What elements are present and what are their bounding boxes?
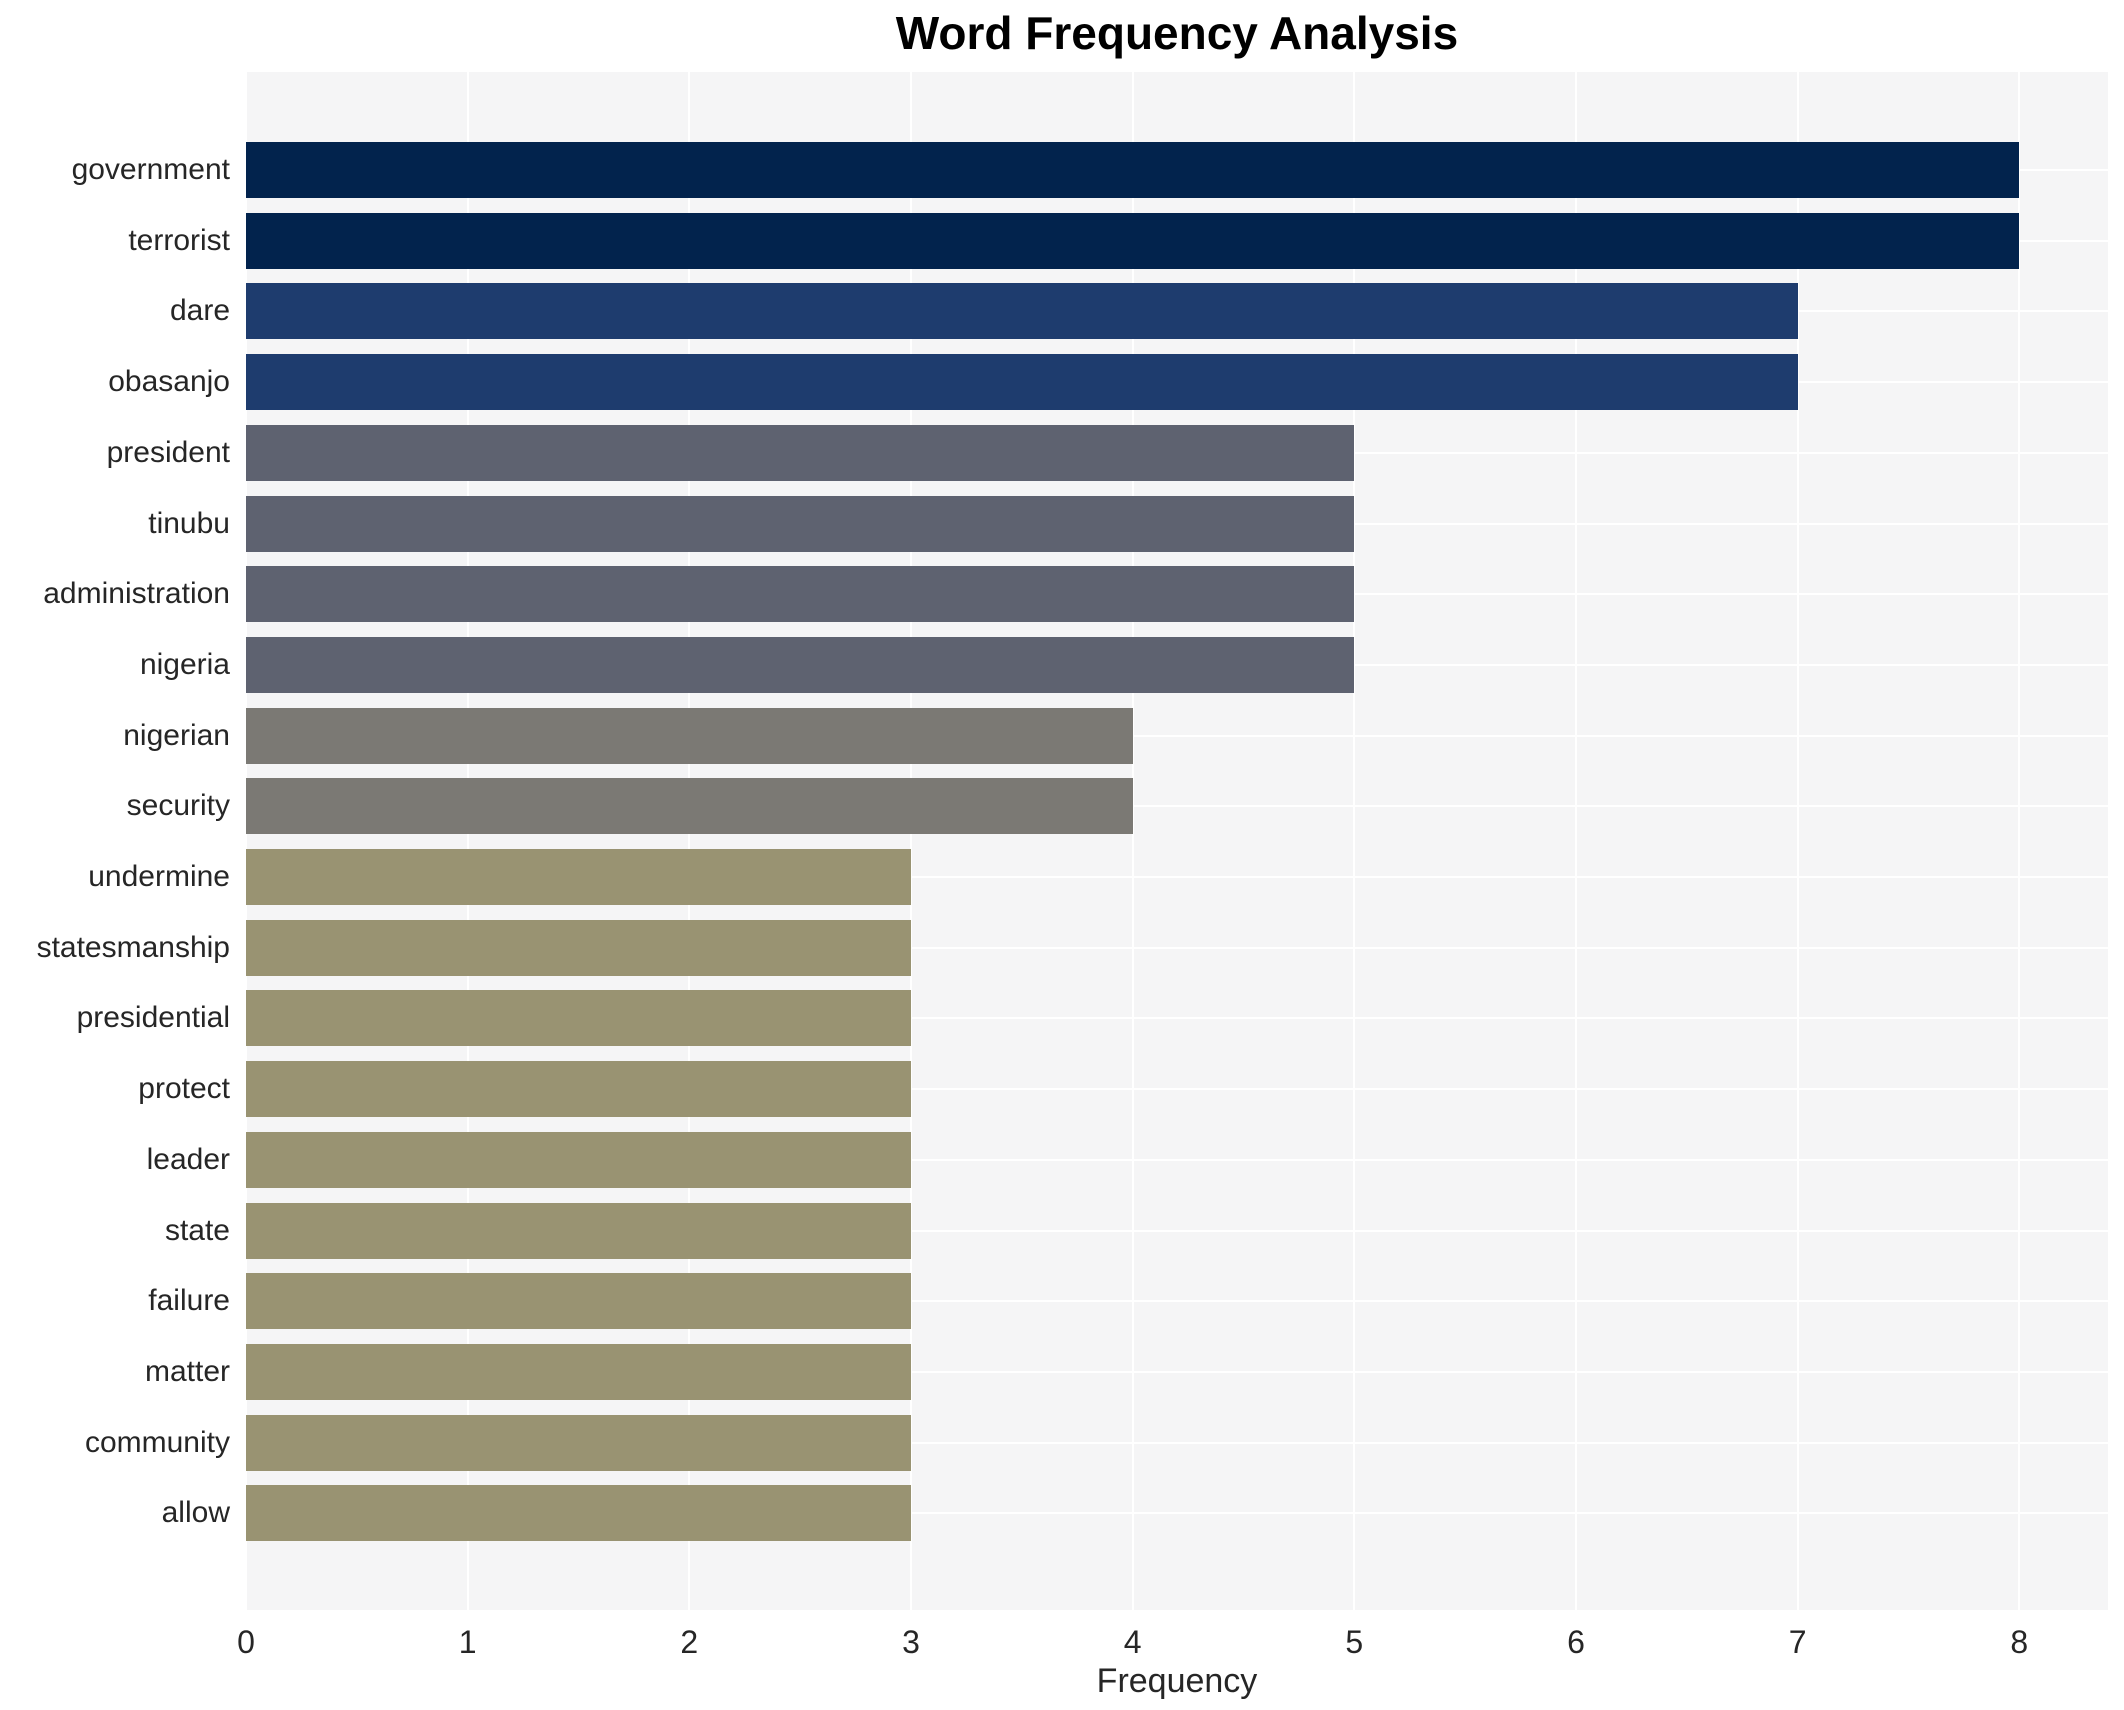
x-tick-label: 1 xyxy=(458,1624,477,1660)
x-tick-label: 2 xyxy=(680,1624,699,1660)
bar-leader xyxy=(246,1131,911,1188)
bar-nigeria xyxy=(246,636,1355,693)
x-axis-label: Frequency xyxy=(1096,1662,1258,1700)
x-axis-ticks: 0 1 2 3 4 5 6 7 8 xyxy=(237,1620,2108,1664)
gridline-horizontal xyxy=(246,1088,2108,1091)
gridline-horizontal xyxy=(246,1441,2108,1444)
gridline-vertical xyxy=(1353,72,1356,1610)
bar-allow xyxy=(246,1485,911,1542)
gridline-horizontal xyxy=(246,1512,2108,1515)
bar-administration xyxy=(246,566,1355,623)
gridline-vertical xyxy=(245,72,247,1610)
y-axis-labels: government terrorist dare obasanjo president… xyxy=(0,72,238,1610)
category-label: protect xyxy=(138,1072,230,1106)
gridline-vertical xyxy=(466,72,469,1610)
category-label: presidential xyxy=(76,1001,230,1035)
bar-security xyxy=(246,778,1133,835)
bar-president xyxy=(246,424,1355,481)
bar-government xyxy=(246,142,2020,198)
category-label: obasanjo xyxy=(108,365,230,399)
bar-protect xyxy=(246,1061,911,1118)
category-label: undermine xyxy=(88,860,230,893)
gridline-horizontal xyxy=(246,1158,2108,1161)
x-tick-label: 5 xyxy=(1345,1624,1364,1660)
gridline-vertical xyxy=(2018,72,2021,1610)
gridline-horizontal xyxy=(246,946,2108,949)
plot-area xyxy=(245,72,2108,1610)
category-label: nigerian xyxy=(123,718,230,752)
bar-dare xyxy=(246,283,1798,340)
category-label: tinubu xyxy=(148,506,230,540)
bar-tinubu xyxy=(246,495,1355,552)
category-label: community xyxy=(84,1425,230,1459)
bar-terrorist xyxy=(246,212,2020,269)
bar-obasanjo xyxy=(246,354,1798,411)
bar-failure xyxy=(246,1273,911,1330)
bar-statesmanship xyxy=(246,919,911,976)
category-label: failure xyxy=(148,1284,230,1318)
bar-presidential xyxy=(246,990,911,1047)
category-label: statesmanship xyxy=(36,930,230,964)
gridline-horizontal xyxy=(246,876,2108,878)
bar-community xyxy=(246,1414,911,1471)
bar-state xyxy=(246,1202,911,1259)
category-label: dare xyxy=(169,294,230,328)
bar-matter xyxy=(246,1343,911,1400)
gridline-horizontal xyxy=(246,1017,2108,1020)
x-tick-label: 8 xyxy=(2010,1624,2029,1660)
category-label: government xyxy=(71,153,230,186)
bar-nigerian xyxy=(246,707,1133,764)
x-tick-label: 4 xyxy=(1123,1624,1142,1660)
category-label: nigeria xyxy=(139,647,230,681)
gridline-vertical xyxy=(688,72,691,1610)
category-label: state xyxy=(164,1213,230,1247)
gridline-horizontal xyxy=(246,734,2108,737)
gridline-vertical xyxy=(910,72,912,1610)
gridline-horizontal xyxy=(246,1300,2108,1303)
bar-undermine xyxy=(246,849,911,905)
chart-title: Word Frequency Analysis xyxy=(895,7,1459,59)
gridline-horizontal xyxy=(246,1370,2108,1373)
gridline-vertical xyxy=(1796,72,1799,1610)
category-label: terrorist xyxy=(128,223,230,257)
category-label: security xyxy=(126,789,230,823)
category-label: administration xyxy=(43,577,230,611)
gridline-vertical xyxy=(1575,72,1577,1610)
gridline-vertical xyxy=(1131,72,1134,1610)
gridline-horizontal xyxy=(246,1229,2108,1232)
category-label: matter xyxy=(144,1354,230,1388)
x-tick-label: 6 xyxy=(1567,1624,1585,1660)
x-tick-label: 7 xyxy=(1788,1624,1807,1660)
x-tick-label: 0 xyxy=(237,1624,255,1660)
category-label: leader xyxy=(146,1142,230,1176)
x-tick-label: 3 xyxy=(902,1624,920,1660)
category-label: allow xyxy=(161,1496,230,1530)
gridline-horizontal xyxy=(246,805,2108,808)
category-label: president xyxy=(106,435,230,469)
